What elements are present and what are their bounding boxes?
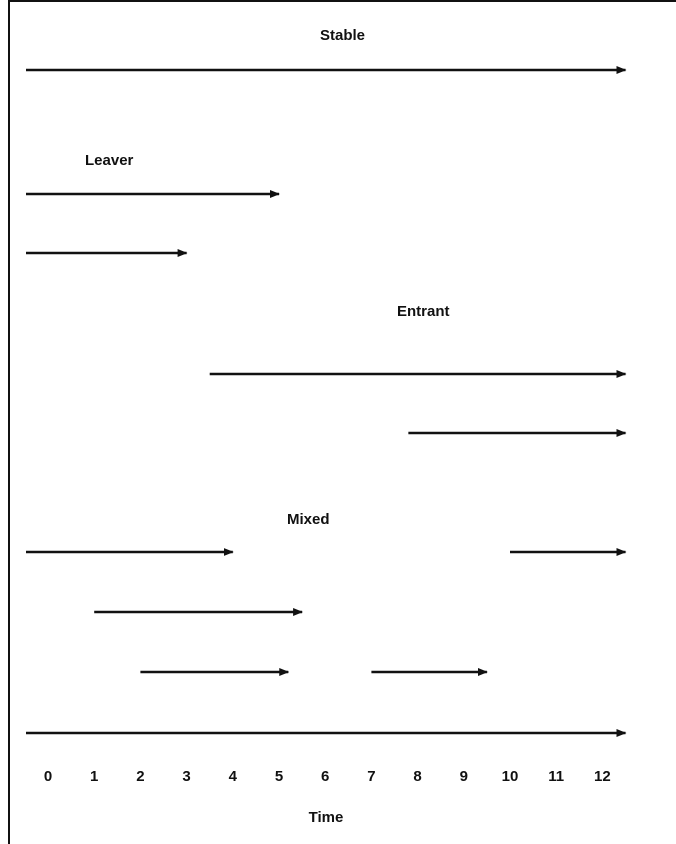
x-tick-label: 0 — [44, 768, 52, 785]
x-tick-label: 10 — [502, 768, 519, 785]
x-tick-label: 7 — [367, 768, 375, 785]
group-label-stable: Stable — [320, 27, 365, 44]
ticks-layer: 0 1 2 3 4 5 6 7 8 9 10 11 12 — [44, 768, 611, 785]
x-tick-label: 11 — [548, 768, 564, 785]
segments-layer — [26, 66, 627, 737]
x-tick-label: 3 — [182, 768, 190, 785]
x-tick-label: 8 — [413, 768, 421, 785]
x-tick-label: 5 — [275, 768, 283, 785]
x-tick-label: 6 — [321, 768, 329, 785]
group-label-mixed: Mixed — [287, 511, 330, 528]
x-tick-label: 9 — [460, 768, 468, 785]
group-label-leaver: Leaver — [85, 152, 134, 169]
x-tick-label: 2 — [136, 768, 144, 785]
group-label-entrant: Entrant — [397, 303, 450, 320]
x-tick-label: 12 — [594, 768, 611, 785]
figure-frame — [8, 0, 676, 844]
x-tick-label: 4 — [229, 768, 238, 785]
x-axis-label: Time — [309, 809, 344, 826]
x-tick-label: 1 — [90, 768, 98, 785]
